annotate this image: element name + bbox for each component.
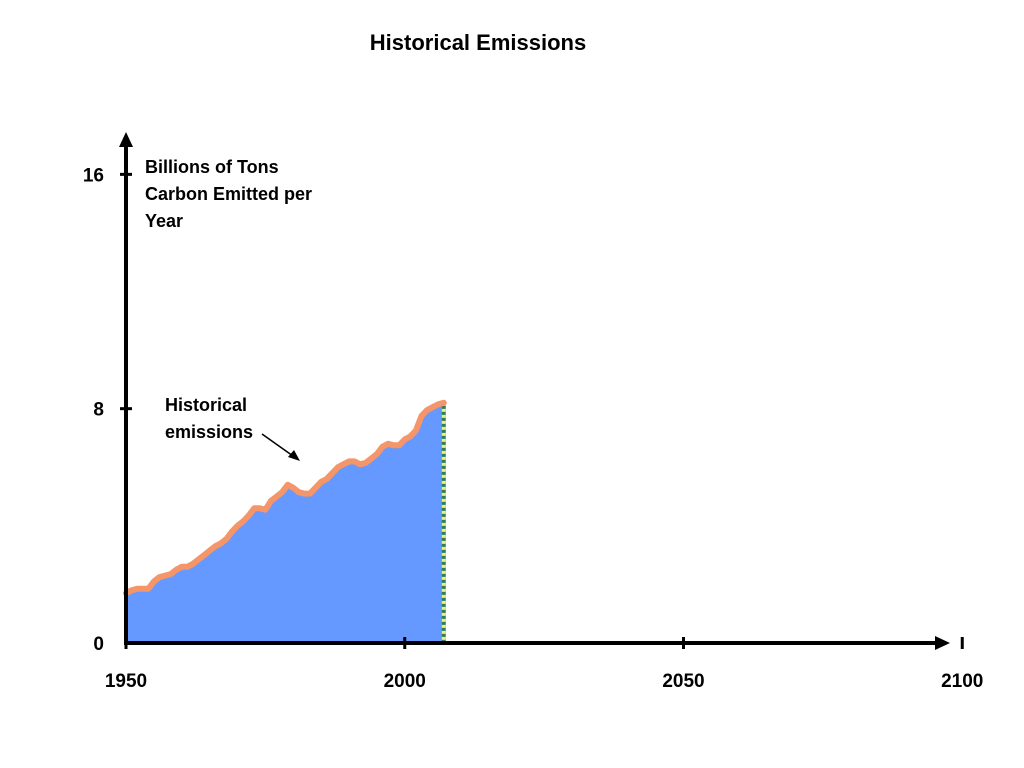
y-axis-label-line-3: Year	[145, 211, 183, 231]
y-axis-label-line-2: Carbon Emitted per	[145, 184, 312, 204]
x-tick-label-2100: 2100	[941, 671, 983, 692]
y-tick-label-8: 8	[93, 400, 104, 421]
area-layer	[123, 399, 447, 643]
annotation-line-2: emissions	[165, 422, 253, 442]
annotation-line-1: Historical	[165, 395, 247, 415]
x-tick-label-1950: 1950	[105, 671, 147, 692]
x-axis-arrow	[935, 636, 950, 650]
x-tick-label-2050: 2050	[662, 671, 704, 692]
y-tick-label-0: 0	[93, 634, 104, 655]
y-tick-label-16: 16	[83, 165, 104, 186]
x-tick-label-2000: 2000	[384, 671, 426, 692]
chart-title: Historical Emissions	[370, 30, 586, 55]
annotation-arrow-head	[288, 450, 300, 461]
emissions-line	[123, 399, 447, 597]
emissions-area	[126, 402, 444, 643]
tick-layer: 1950 2000 2050 2100 0 8 16	[83, 165, 984, 692]
annotation-arrow-shaft	[261, 433, 294, 457]
y-axis-arrow	[119, 132, 133, 147]
y-axis-label-line-1: Billions of Tons	[145, 157, 279, 177]
